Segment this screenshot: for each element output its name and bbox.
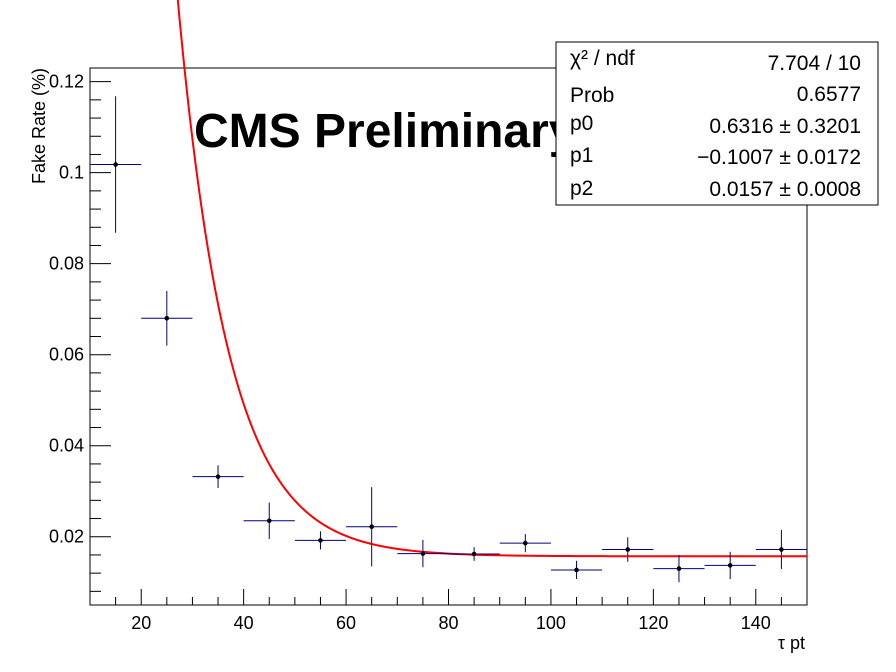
data-point bbox=[676, 566, 682, 571]
tick-labels: 20 40 60 80 100 120 140 0.02 0.04 0.06 0.08 0.1 0.12 bbox=[49, 72, 771, 633]
y-axis-title: Fake Rate (%) bbox=[29, 68, 49, 184]
data-point bbox=[113, 162, 118, 167]
y-tick-label: 0.08 bbox=[49, 254, 84, 274]
x-axis-title: τ pt bbox=[778, 633, 805, 653]
stats-value-p2: 0.0157 ± 0.0008 bbox=[709, 178, 861, 201]
data-point bbox=[318, 538, 323, 543]
x-tick-label: 80 bbox=[438, 613, 458, 633]
data-point bbox=[523, 540, 528, 546]
data-point bbox=[625, 547, 631, 552]
data-points bbox=[90, 96, 807, 583]
data-point bbox=[574, 567, 579, 573]
data-point bbox=[779, 547, 784, 552]
y-tick-label: 0.12 bbox=[49, 72, 84, 92]
stats-label-p1: p1 bbox=[570, 144, 593, 167]
data-point bbox=[369, 524, 374, 530]
y-tick-label: 0.06 bbox=[49, 345, 84, 365]
data-point bbox=[471, 551, 477, 557]
stats-label-p2: p2 bbox=[570, 177, 593, 200]
stats-value-p0: 0.6316 ± 0.3201 bbox=[709, 115, 861, 138]
x-tick-label: 40 bbox=[234, 613, 254, 633]
stats-label-prob: Prob bbox=[570, 84, 614, 107]
y-tick-label: 0.04 bbox=[49, 436, 84, 456]
stats-box: χ² / ndf 7.704 / 10 Prob 0.6577 p0 0.631… bbox=[555, 41, 879, 206]
stats-label-chi2: χ² / ndf bbox=[570, 47, 635, 70]
axis-ticks bbox=[89, 81, 808, 605]
x-tick-label: 140 bbox=[741, 613, 771, 633]
data-point bbox=[266, 518, 272, 524]
stats-value-chi2: 7.704 / 10 bbox=[768, 52, 861, 75]
y-tick-label: 0.02 bbox=[49, 527, 84, 547]
cms-preliminary-label: CMS Preliminary bbox=[194, 105, 576, 158]
x-tick-label: 20 bbox=[131, 613, 151, 633]
y-tick-label: 0.1 bbox=[59, 163, 84, 183]
data-point bbox=[215, 474, 221, 479]
stats-value-p1: −0.1007 ± 0.0172 bbox=[697, 146, 861, 169]
stats-label-p0: p0 bbox=[570, 112, 593, 135]
data-point bbox=[420, 551, 426, 556]
x-tick-label: 100 bbox=[536, 613, 566, 633]
x-tick-label: 120 bbox=[638, 613, 668, 633]
data-point bbox=[727, 563, 733, 568]
stats-box-frame bbox=[555, 41, 879, 206]
stats-value-prob: 0.6577 bbox=[797, 83, 861, 106]
x-tick-label: 60 bbox=[336, 613, 356, 633]
data-point bbox=[164, 315, 170, 321]
